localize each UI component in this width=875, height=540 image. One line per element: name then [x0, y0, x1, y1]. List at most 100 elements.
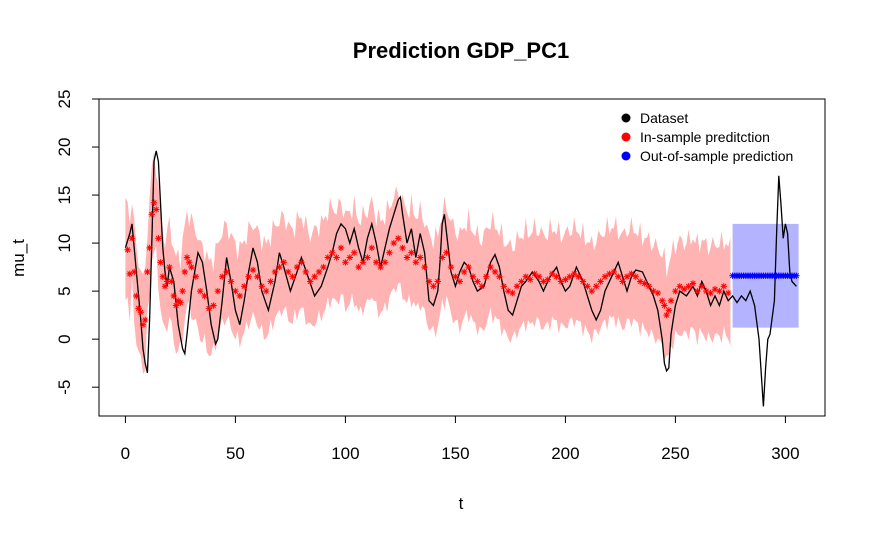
- in-sample-point: [285, 268, 292, 276]
- in-sample-point: [161, 283, 169, 290]
- x-tick-label: 50: [226, 444, 245, 463]
- in-sample-point: [245, 273, 252, 280]
- in-sample-point: [522, 273, 529, 280]
- in-sample-point: [417, 254, 424, 261]
- in-sample-point: [403, 254, 411, 261]
- x-tick-label: 150: [441, 444, 469, 463]
- in-sample-point: [188, 263, 195, 271]
- in-sample-point: [373, 259, 380, 266]
- chart-title: Prediction GDP_PC1: [353, 38, 569, 63]
- in-sample-point: [232, 287, 239, 295]
- in-sample-point: [434, 278, 441, 285]
- in-sample-point: [430, 283, 437, 290]
- legend-item: Dataset: [621, 110, 688, 126]
- legend-marker: [621, 132, 631, 142]
- in-sample-point: [632, 273, 639, 280]
- in-sample-point: [201, 292, 208, 300]
- in-sample-point: [491, 268, 499, 276]
- in-sample-point: [601, 273, 609, 280]
- legend-item: Out-of-sample prediction: [621, 148, 793, 164]
- in-sample-point: [157, 259, 164, 266]
- in-sample-point: [654, 289, 661, 297]
- in-sample-point: [142, 316, 149, 324]
- in-sample-point: [150, 199, 158, 206]
- in-sample-point: [399, 244, 406, 252]
- in-sample-point: [531, 270, 538, 278]
- in-sample-point: [527, 276, 534, 283]
- in-sample-point: [346, 254, 353, 261]
- in-sample-point: [579, 278, 587, 285]
- in-sample-point: [210, 302, 217, 309]
- out-sample-point: [793, 272, 800, 279]
- in-sample-point: [368, 244, 375, 252]
- in-sample-point: [549, 270, 556, 278]
- in-sample-point: [307, 278, 314, 285]
- in-sample-point: [672, 287, 679, 295]
- in-sample-point: [456, 278, 463, 285]
- in-sample-point: [659, 297, 666, 304]
- in-sample-band: [125, 151, 731, 374]
- in-sample-point: [355, 263, 362, 271]
- in-sample-point: [258, 283, 265, 290]
- in-sample-point: [628, 270, 635, 278]
- in-sample-point: [694, 287, 701, 295]
- in-sample-point: [186, 259, 193, 266]
- in-sample-point: [168, 278, 175, 285]
- y-tick-label: 25: [55, 90, 74, 109]
- in-sample-point: [645, 283, 653, 290]
- in-sample-point: [615, 273, 622, 280]
- in-sample-point: [139, 321, 147, 328]
- in-sample-point: [698, 283, 705, 290]
- x-axis: 0 50 100 150 200 250 300: [121, 415, 800, 463]
- in-sample-point: [425, 278, 433, 285]
- y-axis: -5 0 5 10 15 20 25: [55, 90, 100, 395]
- in-sample-point: [707, 289, 714, 297]
- in-sample-point: [408, 249, 415, 256]
- in-sample-point: [137, 309, 144, 316]
- in-sample-point: [575, 273, 582, 280]
- in-sample-point: [166, 263, 173, 271]
- x-tick-label: 0: [121, 444, 130, 463]
- in-sample-point: [676, 283, 683, 290]
- in-sample-point: [131, 268, 138, 276]
- in-sample-point: [623, 273, 631, 280]
- in-sample-point: [487, 263, 494, 271]
- in-sample-point: [271, 268, 279, 276]
- in-sample-point: [395, 235, 402, 242]
- in-sample-point: [124, 246, 131, 254]
- x-axis-label: t: [459, 494, 464, 513]
- in-sample-point: [170, 292, 177, 300]
- in-sample-point: [681, 286, 688, 293]
- y-tick-label: 10: [55, 234, 74, 253]
- in-sample-point: [663, 311, 670, 319]
- in-sample-point: [324, 254, 331, 261]
- in-sample-point: [725, 289, 732, 297]
- in-sample-point: [181, 268, 188, 276]
- in-sample-point: [412, 259, 419, 266]
- legend: Dataset In-sample preditction Out-of-sampl…: [621, 110, 793, 164]
- x-tick-label: 250: [661, 444, 689, 463]
- in-sample-point: [298, 259, 305, 266]
- in-sample-point: [566, 273, 573, 280]
- in-sample-point: [562, 276, 569, 283]
- in-sample-point: [315, 268, 323, 276]
- in-sample-point: [155, 235, 162, 242]
- in-sample-point: [227, 278, 235, 285]
- y-tick-label: 5: [55, 286, 74, 295]
- in-sample-point: [342, 259, 349, 266]
- in-sample-point: [159, 273, 166, 280]
- in-sample-point: [172, 302, 180, 309]
- legend-marker: [621, 151, 631, 161]
- y-tick-label: 15: [55, 186, 74, 205]
- in-sample-point: [153, 206, 160, 213]
- in-sample-point: [500, 283, 507, 290]
- in-sample-point: [254, 273, 261, 280]
- in-sample-point: [474, 278, 481, 285]
- in-sample-point: [263, 287, 270, 295]
- y-axis-label: mu_t: [9, 239, 28, 277]
- in-sample-point: [610, 268, 617, 276]
- in-sample-point: [249, 266, 257, 274]
- in-sample-point: [689, 280, 697, 287]
- out-sample-points: [729, 272, 800, 279]
- in-sample-point: [302, 268, 309, 276]
